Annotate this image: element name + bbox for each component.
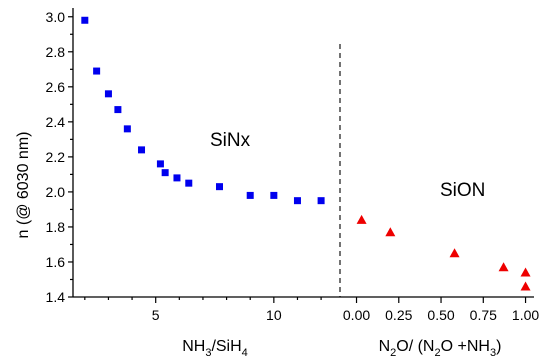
x-axis-title-left: NH3/SiH4 — [182, 338, 248, 359]
y-tick-label: 2.8 — [46, 44, 66, 60]
x-title-right-sub: 2 — [390, 347, 396, 359]
y-tick-label: 1.8 — [46, 219, 66, 235]
x-title-left-sub: 4 — [242, 347, 248, 359]
data-point-square — [317, 197, 325, 205]
data-point-square — [104, 90, 112, 98]
y-tick-label: 3.0 — [46, 9, 66, 25]
y-ticks: 1.4 1.6 1.8 2.0 2.2 2.4 2.6 2.8 3.0 — [46, 9, 73, 305]
data-point-triangle — [449, 248, 460, 258]
sinx-series — [81, 16, 325, 205]
data-point-square — [81, 16, 89, 24]
y-axis-title: n (@ 6030 nm) — [15, 132, 32, 239]
data-point-square — [215, 183, 223, 191]
x-tick-label: 0.25 — [385, 307, 412, 323]
data-point-square — [138, 146, 146, 154]
x-title-right-part: N — [379, 338, 391, 355]
y-tick-label: 2.2 — [46, 149, 66, 165]
data-point-square — [114, 106, 122, 114]
x-title-right-sub: 3 — [490, 347, 496, 359]
annotation-sion: SiON — [440, 180, 485, 201]
y-tick-label: 2.4 — [46, 114, 66, 130]
x-title-left-sub: 3 — [205, 347, 211, 359]
x-axis-title-right: N2O/ (N2O +NH3) — [379, 338, 502, 359]
y-tick-label: 1.6 — [46, 254, 66, 270]
data-point-square — [293, 197, 301, 205]
data-point-square — [93, 67, 101, 75]
x-ticks: 5 10 0.00 0.25 0.50 0.75 1.00 — [84, 297, 539, 323]
data-point-triangle — [520, 267, 531, 277]
data-point-square — [123, 125, 131, 133]
x-title-right-part: O/ (N — [396, 338, 434, 355]
data-point-square — [156, 160, 164, 168]
data-point-triangle — [498, 262, 509, 272]
axes — [72, 8, 534, 298]
data-point-triangle — [356, 214, 367, 224]
x-title-right-part: O +NH — [441, 338, 490, 355]
data-point-triangle — [385, 227, 396, 237]
data-point-square — [270, 191, 278, 199]
x-tick-label: 0.50 — [427, 307, 454, 323]
y-tick-label: 1.4 — [46, 289, 66, 305]
x-tick-label: 10 — [266, 307, 282, 323]
x-tick-label: 1.00 — [512, 307, 539, 323]
x-title-left-part: /SiH — [211, 338, 241, 355]
data-point-square — [185, 179, 193, 187]
sion-series — [356, 214, 531, 291]
x-title-right-sub: 2 — [434, 347, 440, 359]
x-tick-label: 0.75 — [470, 307, 497, 323]
y-tick-label: 2.0 — [46, 184, 66, 200]
x-title-right-part: ) — [496, 338, 501, 355]
x-tick-label: 0.00 — [343, 307, 370, 323]
y-tick-label: 2.6 — [46, 79, 66, 95]
data-point-square — [246, 191, 254, 199]
data-point-square — [161, 169, 169, 177]
annotation-sinx: SiNx — [210, 130, 251, 151]
data-point-square — [173, 174, 181, 182]
data-point-triangle — [520, 281, 531, 291]
x-tick-label: 5 — [152, 307, 160, 323]
x-title-left-part: NH — [182, 338, 205, 355]
